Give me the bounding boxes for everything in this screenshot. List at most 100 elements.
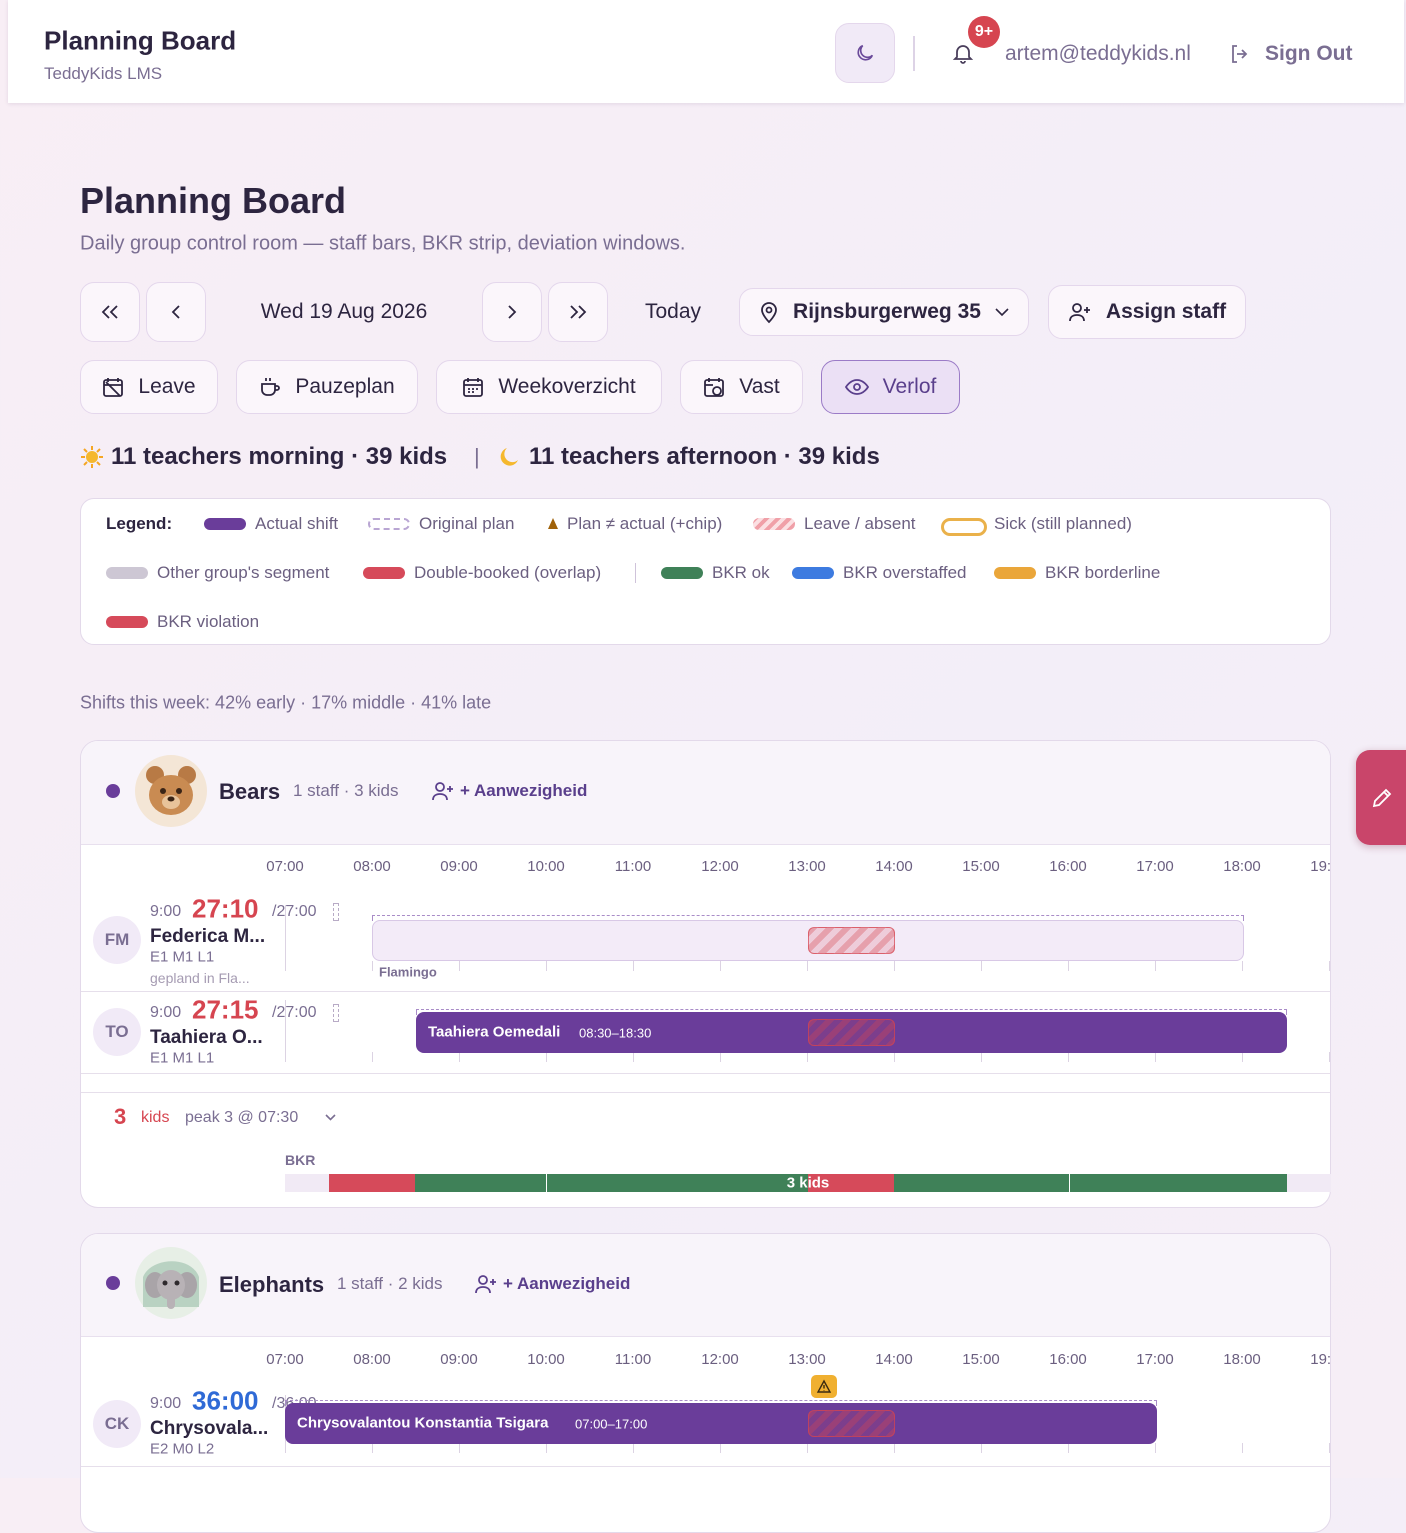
- elephant-avatar: [135, 1247, 207, 1319]
- theme-toggle[interactable]: [835, 23, 895, 83]
- deviation-chip[interactable]: [811, 1375, 837, 1398]
- view-button[interactable]: Leave: [80, 360, 218, 414]
- info-icon[interactable]: [333, 903, 339, 921]
- legend-item: Double-booked (overlap): [414, 563, 602, 582]
- user-email: artem@teddykids.nl: [1005, 42, 1191, 65]
- staff-hours: 27:15: [192, 994, 259, 1025]
- row-divider: [81, 991, 1330, 992]
- moon-icon: [857, 44, 874, 61]
- hour-label: 18:00: [1223, 858, 1261, 875]
- group-header: [81, 741, 1330, 845]
- user-plus-icon: [432, 782, 453, 801]
- staff-levels: E1 M1 L1: [150, 1049, 215, 1067]
- legend-swatch: [753, 518, 795, 530]
- hour-label: 14:00: [875, 858, 913, 875]
- today-button[interactable]: Today: [644, 300, 702, 323]
- bell-icon[interactable]: [951, 41, 975, 65]
- sun-icon: [81, 446, 103, 468]
- legend-item: Other group's segment: [157, 563, 330, 582]
- prev-week[interactable]: [80, 282, 140, 342]
- view-button[interactable]: Weekoverzicht: [436, 360, 662, 414]
- hour-tick: [1329, 961, 1330, 971]
- hour-label: 07:00: [266, 858, 304, 875]
- view-button[interactable]: Pauzeplan: [236, 360, 418, 414]
- floating-edit[interactable]: [1356, 750, 1406, 845]
- view-label: Verlof: [882, 375, 937, 398]
- shift-bar[interactable]: Chrysovalantou Konstantia Tsigara 07:00–…: [285, 1403, 1157, 1444]
- staff-initials: TO: [93, 1008, 141, 1056]
- leave-block: [808, 1410, 895, 1437]
- hour-tick: [807, 961, 808, 971]
- shift-time: 07:00–17:00: [575, 1416, 648, 1432]
- location-select[interactable]: Rijnsburgerweg 35: [739, 288, 1029, 336]
- expand-chevron[interactable]: [325, 1114, 336, 1121]
- segment-label: Flamingo: [379, 964, 437, 980]
- hour-tick: [981, 961, 982, 971]
- staff-hours: 27:10: [192, 893, 259, 924]
- bkr-divider: [546, 1174, 547, 1192]
- view-label: Pauzeplan: [295, 375, 395, 398]
- group-dot: [106, 784, 120, 798]
- hour-label: 17:00: [1136, 858, 1174, 875]
- legend-swatch: [204, 518, 246, 530]
- legend-item: BKR overstaffed: [843, 563, 967, 582]
- hour-tick: [981, 1052, 982, 1062]
- hour-tick: [1068, 1052, 1069, 1062]
- legend-swatch: [941, 518, 987, 536]
- bkr-ok: [415, 1174, 808, 1192]
- legend-item: Leave / absent: [804, 514, 916, 533]
- next-week[interactable]: [548, 282, 608, 342]
- shift-name: Taahiera Oemedali: [428, 1023, 561, 1041]
- hour-tick: [1155, 1052, 1156, 1062]
- hour-tick: [372, 1052, 373, 1062]
- afternoon-summary: 11 teachers afternoon · 39 kids: [529, 443, 880, 470]
- hour-label: 19:00: [1310, 1351, 1331, 1368]
- view-button-active[interactable]: Verlof: [821, 360, 960, 414]
- hour-tick: [1068, 961, 1069, 971]
- hour-tick: [285, 905, 286, 971]
- kids-count: 3: [114, 1104, 127, 1129]
- pencil-icon: [1372, 788, 1392, 808]
- hour-tick: [1242, 1052, 1243, 1062]
- legend-swatch: [106, 567, 148, 579]
- warning-icon: [816, 1379, 832, 1393]
- original-plan: [372, 915, 1244, 921]
- assign-staff[interactable]: Assign staff: [1048, 285, 1246, 339]
- group-card: [80, 740, 1331, 1208]
- legend-item: BKR ok: [712, 563, 770, 582]
- view-button[interactable]: Vast: [680, 360, 803, 414]
- row-divider: [81, 1092, 1330, 1093]
- prev-day[interactable]: [146, 282, 206, 342]
- attendance-action[interactable]: + Aanwezigheid: [460, 781, 588, 800]
- staff-contract: /27:00: [272, 1004, 317, 1021]
- location-label: Rijnsburgerweg 35: [793, 300, 981, 323]
- hour-tick: [720, 1052, 721, 1062]
- crescent-icon: [500, 448, 518, 466]
- hour-label: 10:00: [527, 858, 565, 875]
- hour-label: 15:00: [962, 1351, 1000, 1368]
- staff-contract: /27:00: [272, 903, 317, 920]
- hour-tick: [807, 1443, 808, 1453]
- page-subtitle: Daily group control room — staff bars, B…: [80, 232, 686, 255]
- group-meta: 1 staff · 3 kids: [293, 781, 399, 800]
- shift-bar[interactable]: Taahiera Oemedali 08:30–18:30: [416, 1012, 1287, 1053]
- dropdown-chevron: [995, 308, 1009, 317]
- sign-out[interactable]: Sign Out: [1265, 42, 1353, 65]
- staff-initials: FM: [93, 916, 141, 964]
- hour-tick: [633, 961, 634, 971]
- staff-levels: E2 M0 L2: [150, 1440, 215, 1458]
- hour-label: 10:00: [527, 1351, 565, 1368]
- app-subtitle: TeddyKids LMS: [44, 64, 163, 83]
- attendance-action[interactable]: + Aanwezigheid: [503, 1274, 631, 1293]
- hour-tick: [285, 1000, 286, 1062]
- hour-tick: [720, 1443, 721, 1453]
- hour-tick: [1068, 1443, 1069, 1453]
- info-icon[interactable]: [333, 1004, 339, 1022]
- hour-tick: [1329, 1052, 1330, 1062]
- hour-label: 12:00: [701, 1351, 739, 1368]
- eye-icon: [844, 379, 869, 395]
- legend-divider: [635, 563, 636, 583]
- next-day[interactable]: [482, 282, 542, 342]
- hour-label: 08:00: [353, 1351, 391, 1368]
